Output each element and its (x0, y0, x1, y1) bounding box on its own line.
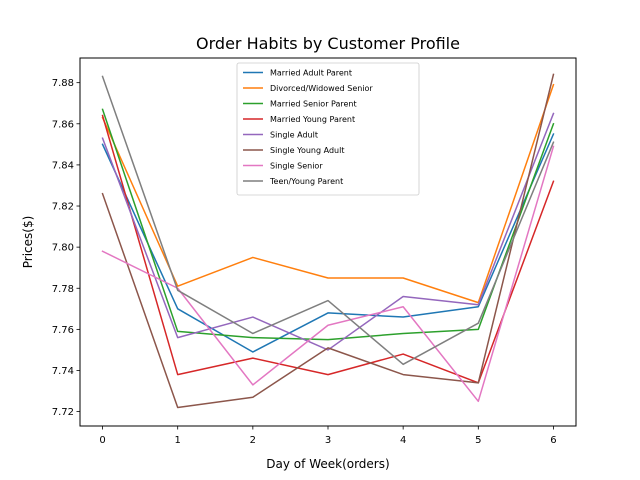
y-tick-label: 7.86 (52, 119, 74, 130)
legend-label-7: Teen/Young Parent (269, 177, 343, 186)
y-tick-label: 7.84 (52, 160, 74, 171)
series-line-5 (101, 73, 555, 409)
legend-label-0: Married Adult Parent (270, 69, 352, 78)
legend-box (236, 62, 420, 196)
y-axis-label: Prices($) (21, 216, 35, 269)
x-tick-label: 3 (325, 435, 331, 446)
legend-label-4: Single Adult (270, 131, 318, 140)
series-line-2 (101, 108, 555, 341)
legend-label-5: Single Young Adult (270, 146, 344, 155)
series-line-0 (101, 133, 555, 353)
chart-title: Order Habits by Customer Profile (196, 34, 460, 53)
legend-label-2: Married Senior Parent (270, 100, 357, 109)
legend: Married Adult Parent Divorced/Widowed Sen… (236, 62, 420, 196)
x-tick-label: 5 (475, 435, 481, 446)
series-layer (101, 73, 555, 409)
legend-label-3: Married Young Parent (270, 115, 355, 124)
x-axis: 0 1 2 3 4 5 6 (99, 426, 557, 446)
legend-label-6: Single Senior (270, 162, 323, 171)
x-tick-label: 2 (250, 435, 256, 446)
y-tick-label: 7.82 (52, 202, 74, 213)
y-tick-label: 7.72 (52, 407, 74, 418)
series-line-4 (101, 112, 555, 351)
x-tick-label: 1 (175, 435, 181, 446)
y-tick-label: 7.78 (52, 284, 74, 295)
y-tick-label: 7.88 (52, 78, 74, 89)
series-line-7 (101, 75, 555, 366)
y-tick-label: 7.76 (52, 325, 74, 336)
x-tick-label: 6 (550, 435, 556, 446)
y-axis: 7.72 7.74 7.76 7.78 7.80 7.82 7.84 7.86 7.88 (52, 78, 80, 418)
y-tick-label: 7.80 (52, 243, 74, 254)
x-axis-label: Day of Week(orders) (266, 457, 389, 471)
x-tick-label: 4 (400, 435, 406, 446)
legend-label-1: Divorced/Widowed Senior (270, 84, 373, 93)
x-tick-label: 0 (99, 435, 105, 446)
y-tick-label: 7.74 (52, 366, 74, 377)
